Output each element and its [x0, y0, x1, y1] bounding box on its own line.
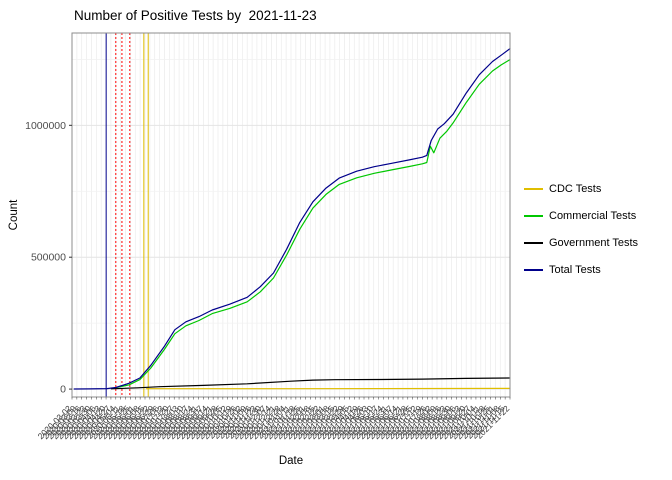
legend-key-cdc — [524, 182, 543, 196]
reference-vlines — [105, 33, 149, 397]
cdc-line-swatch-icon — [524, 188, 543, 190]
y-axis: 0 500000 1000000 — [25, 120, 72, 396]
series-line-government-tests — [110, 377, 511, 390]
x-axis: 2020-03-022020-03-092020-03-162020-03-23… — [36, 397, 512, 441]
legend: CDC Tests Commercial Tests Government Te… — [524, 180, 669, 288]
svg-text:500000: 500000 — [31, 252, 66, 264]
series-line-total-tests — [73, 47, 511, 390]
legend-item-commercial: Commercial Tests — [524, 207, 669, 225]
chart-title: Number of Positive Tests by 2021-11-23 — [74, 8, 317, 23]
legend-key-commercial — [524, 209, 543, 223]
commercial-line-swatch-icon — [524, 215, 543, 217]
svg-text:0: 0 — [60, 384, 66, 396]
legend-key-government — [524, 236, 543, 250]
legend-label-total: Total Tests — [549, 264, 601, 276]
gridlines — [71, 33, 511, 397]
legend-item-government: Government Tests — [524, 234, 669, 252]
series-line-commercial-tests — [110, 58, 511, 390]
government-line-swatch-icon — [524, 242, 543, 244]
legend-label-cdc: CDC Tests — [549, 183, 602, 195]
legend-item-cdc: CDC Tests — [524, 180, 669, 198]
legend-label-government: Government Tests — [549, 237, 639, 249]
svg-text:1000000: 1000000 — [25, 120, 66, 132]
legend-label-commercial: Commercial Tests — [549, 210, 637, 222]
total-line-swatch-icon — [524, 269, 543, 271]
y-axis-title: Count — [8, 199, 20, 231]
x-axis-title: Date — [278, 455, 304, 467]
legend-key-total — [524, 263, 543, 277]
legend-item-total: Total Tests — [524, 261, 669, 279]
